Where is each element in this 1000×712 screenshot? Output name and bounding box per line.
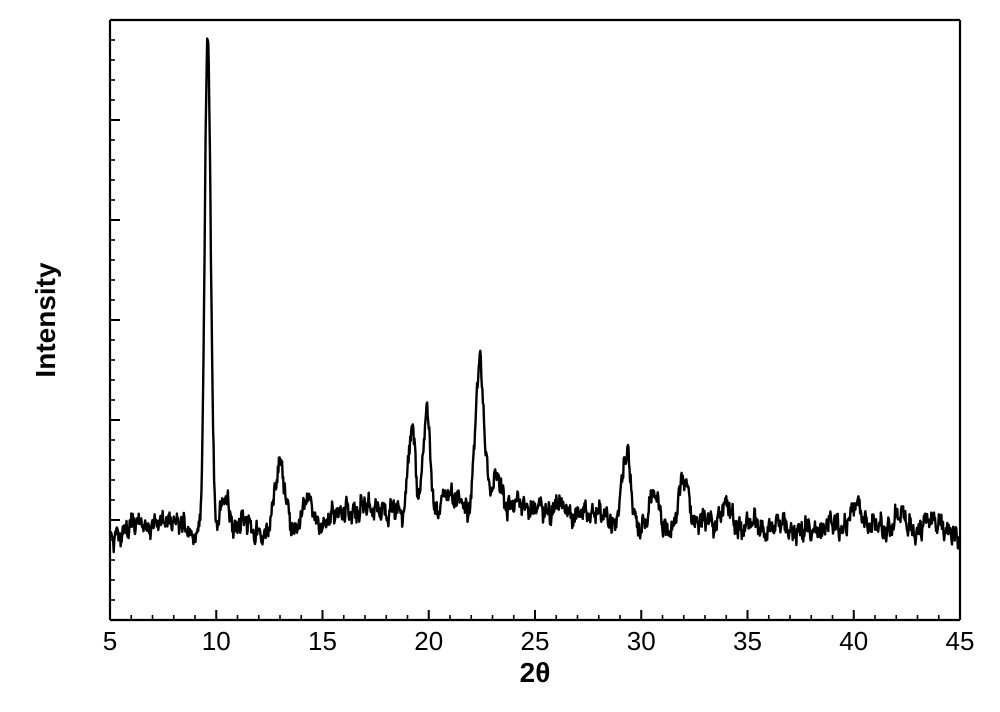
x-tick-label: 10: [202, 626, 231, 656]
x-tick-label: 35: [733, 626, 762, 656]
x-tick-label: 20: [414, 626, 443, 656]
xrd-trace: [110, 39, 960, 553]
x-tick-label: 45: [946, 626, 975, 656]
x-tick-label: 15: [308, 626, 337, 656]
x-axis-label: 2θ: [520, 657, 551, 688]
chart-svg: 5 10 15 20 25 30 35 40 45 2θ Intensity: [0, 0, 1000, 712]
x-tick-label: 30: [627, 626, 656, 656]
x-tick-label: 5: [103, 626, 117, 656]
y-axis-label: Intensity: [30, 262, 61, 378]
x-tick-label: 40: [839, 626, 868, 656]
x-tick-label: 25: [521, 626, 550, 656]
xrd-chart: 5 10 15 20 25 30 35 40 45 2θ Intensity: [0, 0, 1000, 712]
